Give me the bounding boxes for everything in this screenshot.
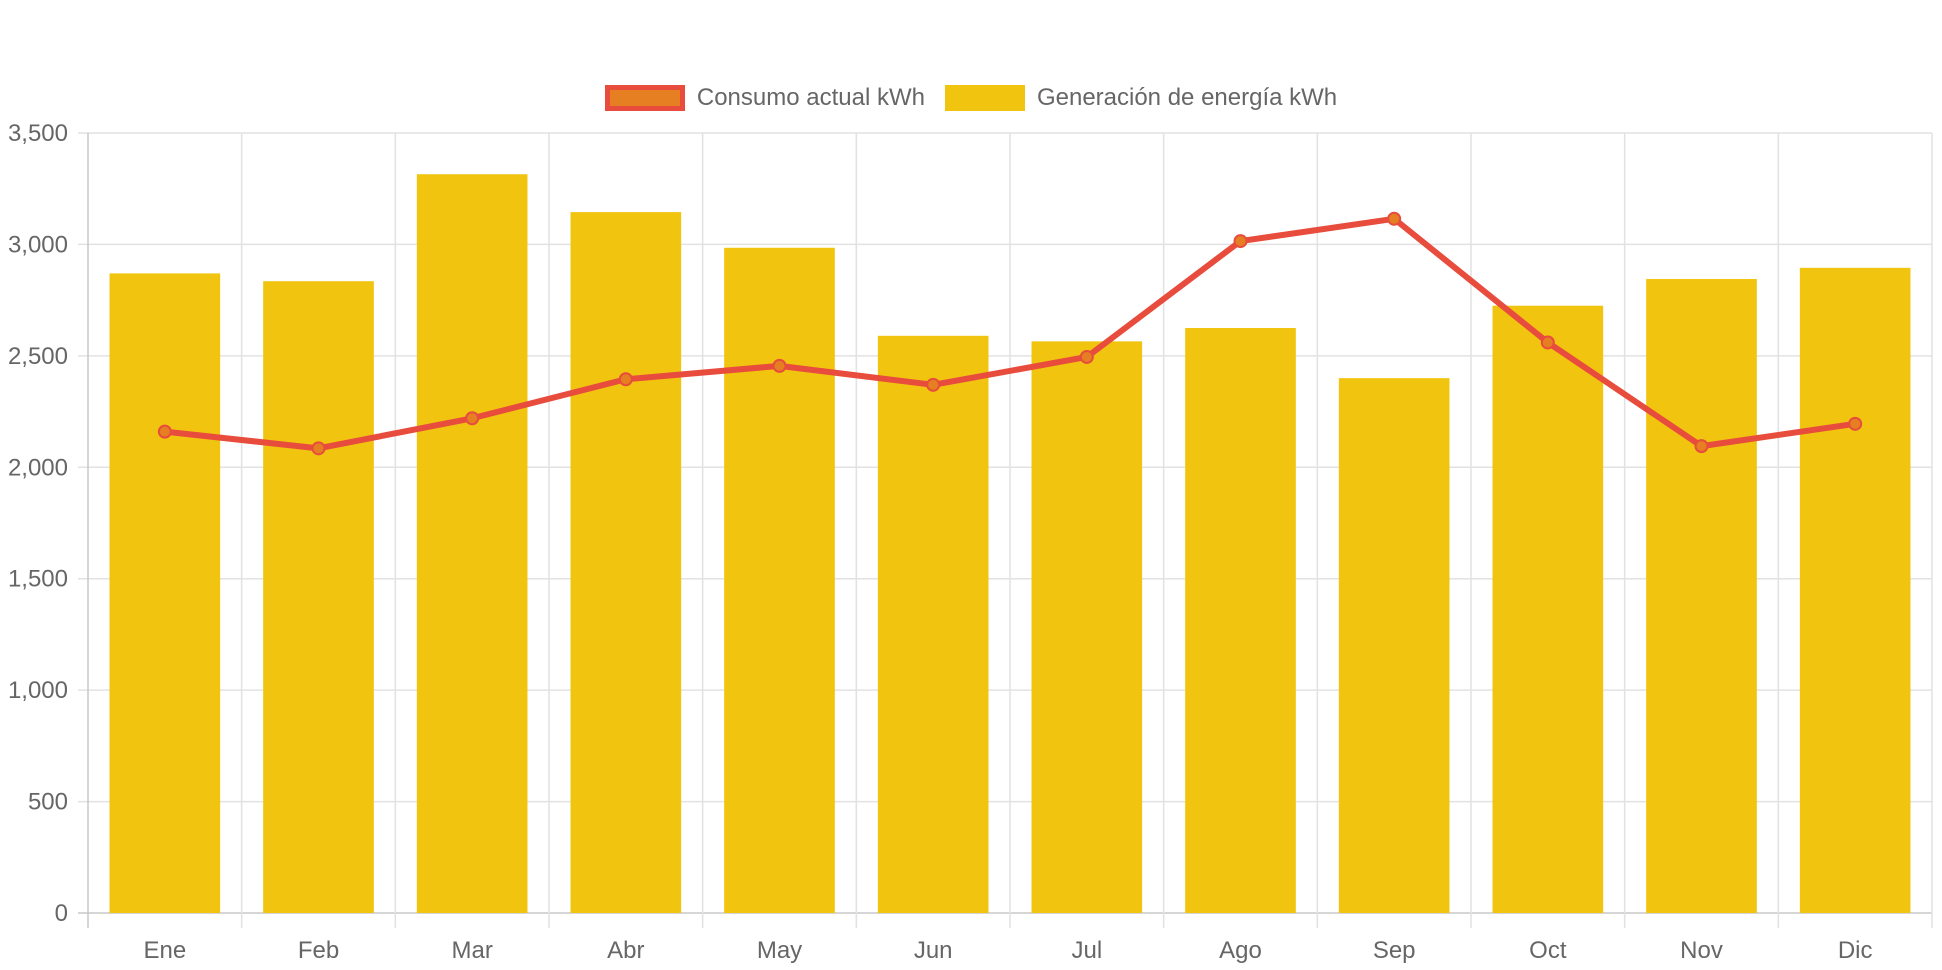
y-tick-label: 3,500 [8,120,68,147]
consumo-point [772,358,787,373]
bar [1338,378,1450,914]
consumo-point [1233,234,1248,249]
consumo-point [1540,335,1555,350]
x-tick-label: Sep [1373,937,1416,964]
bar [109,273,221,913]
x-tick-label: Nov [1680,937,1723,964]
bar [724,247,835,913]
y-tick-label: 1,500 [8,566,68,593]
consumo-point [618,372,633,387]
legend: Consumo actual kWh Generación de energía… [0,84,1942,112]
bar [416,174,528,913]
bar [1185,328,1296,913]
x-tick-label: Abr [607,937,644,964]
x-tick-label: Oct [1529,937,1567,964]
legend-item-consumo[interactable]: Consumo actual kWh [604,84,925,112]
y-tick-label: 0 [55,900,68,927]
bar [570,212,682,914]
consumo-point [1387,211,1402,226]
bar [1492,305,1604,913]
x-tick-label: Ene [143,937,186,964]
legend-swatch-generacion [944,85,1025,111]
x-tick-label: Jun [914,937,953,964]
consumo-point [1848,416,1863,431]
consumo-point [926,377,941,392]
y-tick-label: 3,000 [8,231,68,258]
legend-label-generacion: Generación de energía kWh [1036,84,1338,111]
x-tick-label: Feb [298,937,339,964]
legend-swatch-consumo [604,85,685,111]
consumo-point [465,411,480,426]
x-tick-label: Jul [1071,937,1102,964]
consumo-line [164,215,1856,452]
y-tick-label: 500 [28,789,68,816]
x-tick-label: Mar [451,937,492,964]
consumo-point [157,424,172,439]
x-tick-label: Ago [1219,937,1262,964]
x-tick-label: May [757,937,802,964]
y-tick-label: 1,000 [8,677,68,704]
x-tick-label: Dic [1838,937,1873,964]
consumo-point [311,441,326,456]
consumo-point [1079,349,1094,364]
consumo-point [1694,439,1709,454]
bar [1799,267,1911,913]
legend-item-generacion[interactable]: Generación de energía kWh [944,84,1338,112]
bar [877,335,989,913]
bar [1031,341,1143,913]
bar [1646,278,1757,913]
legend-label-consumo: Consumo actual kWh [696,84,925,111]
y-tick-label: 2,000 [8,454,68,481]
bar [263,281,374,913]
y-tick-label: 2,500 [8,343,68,370]
